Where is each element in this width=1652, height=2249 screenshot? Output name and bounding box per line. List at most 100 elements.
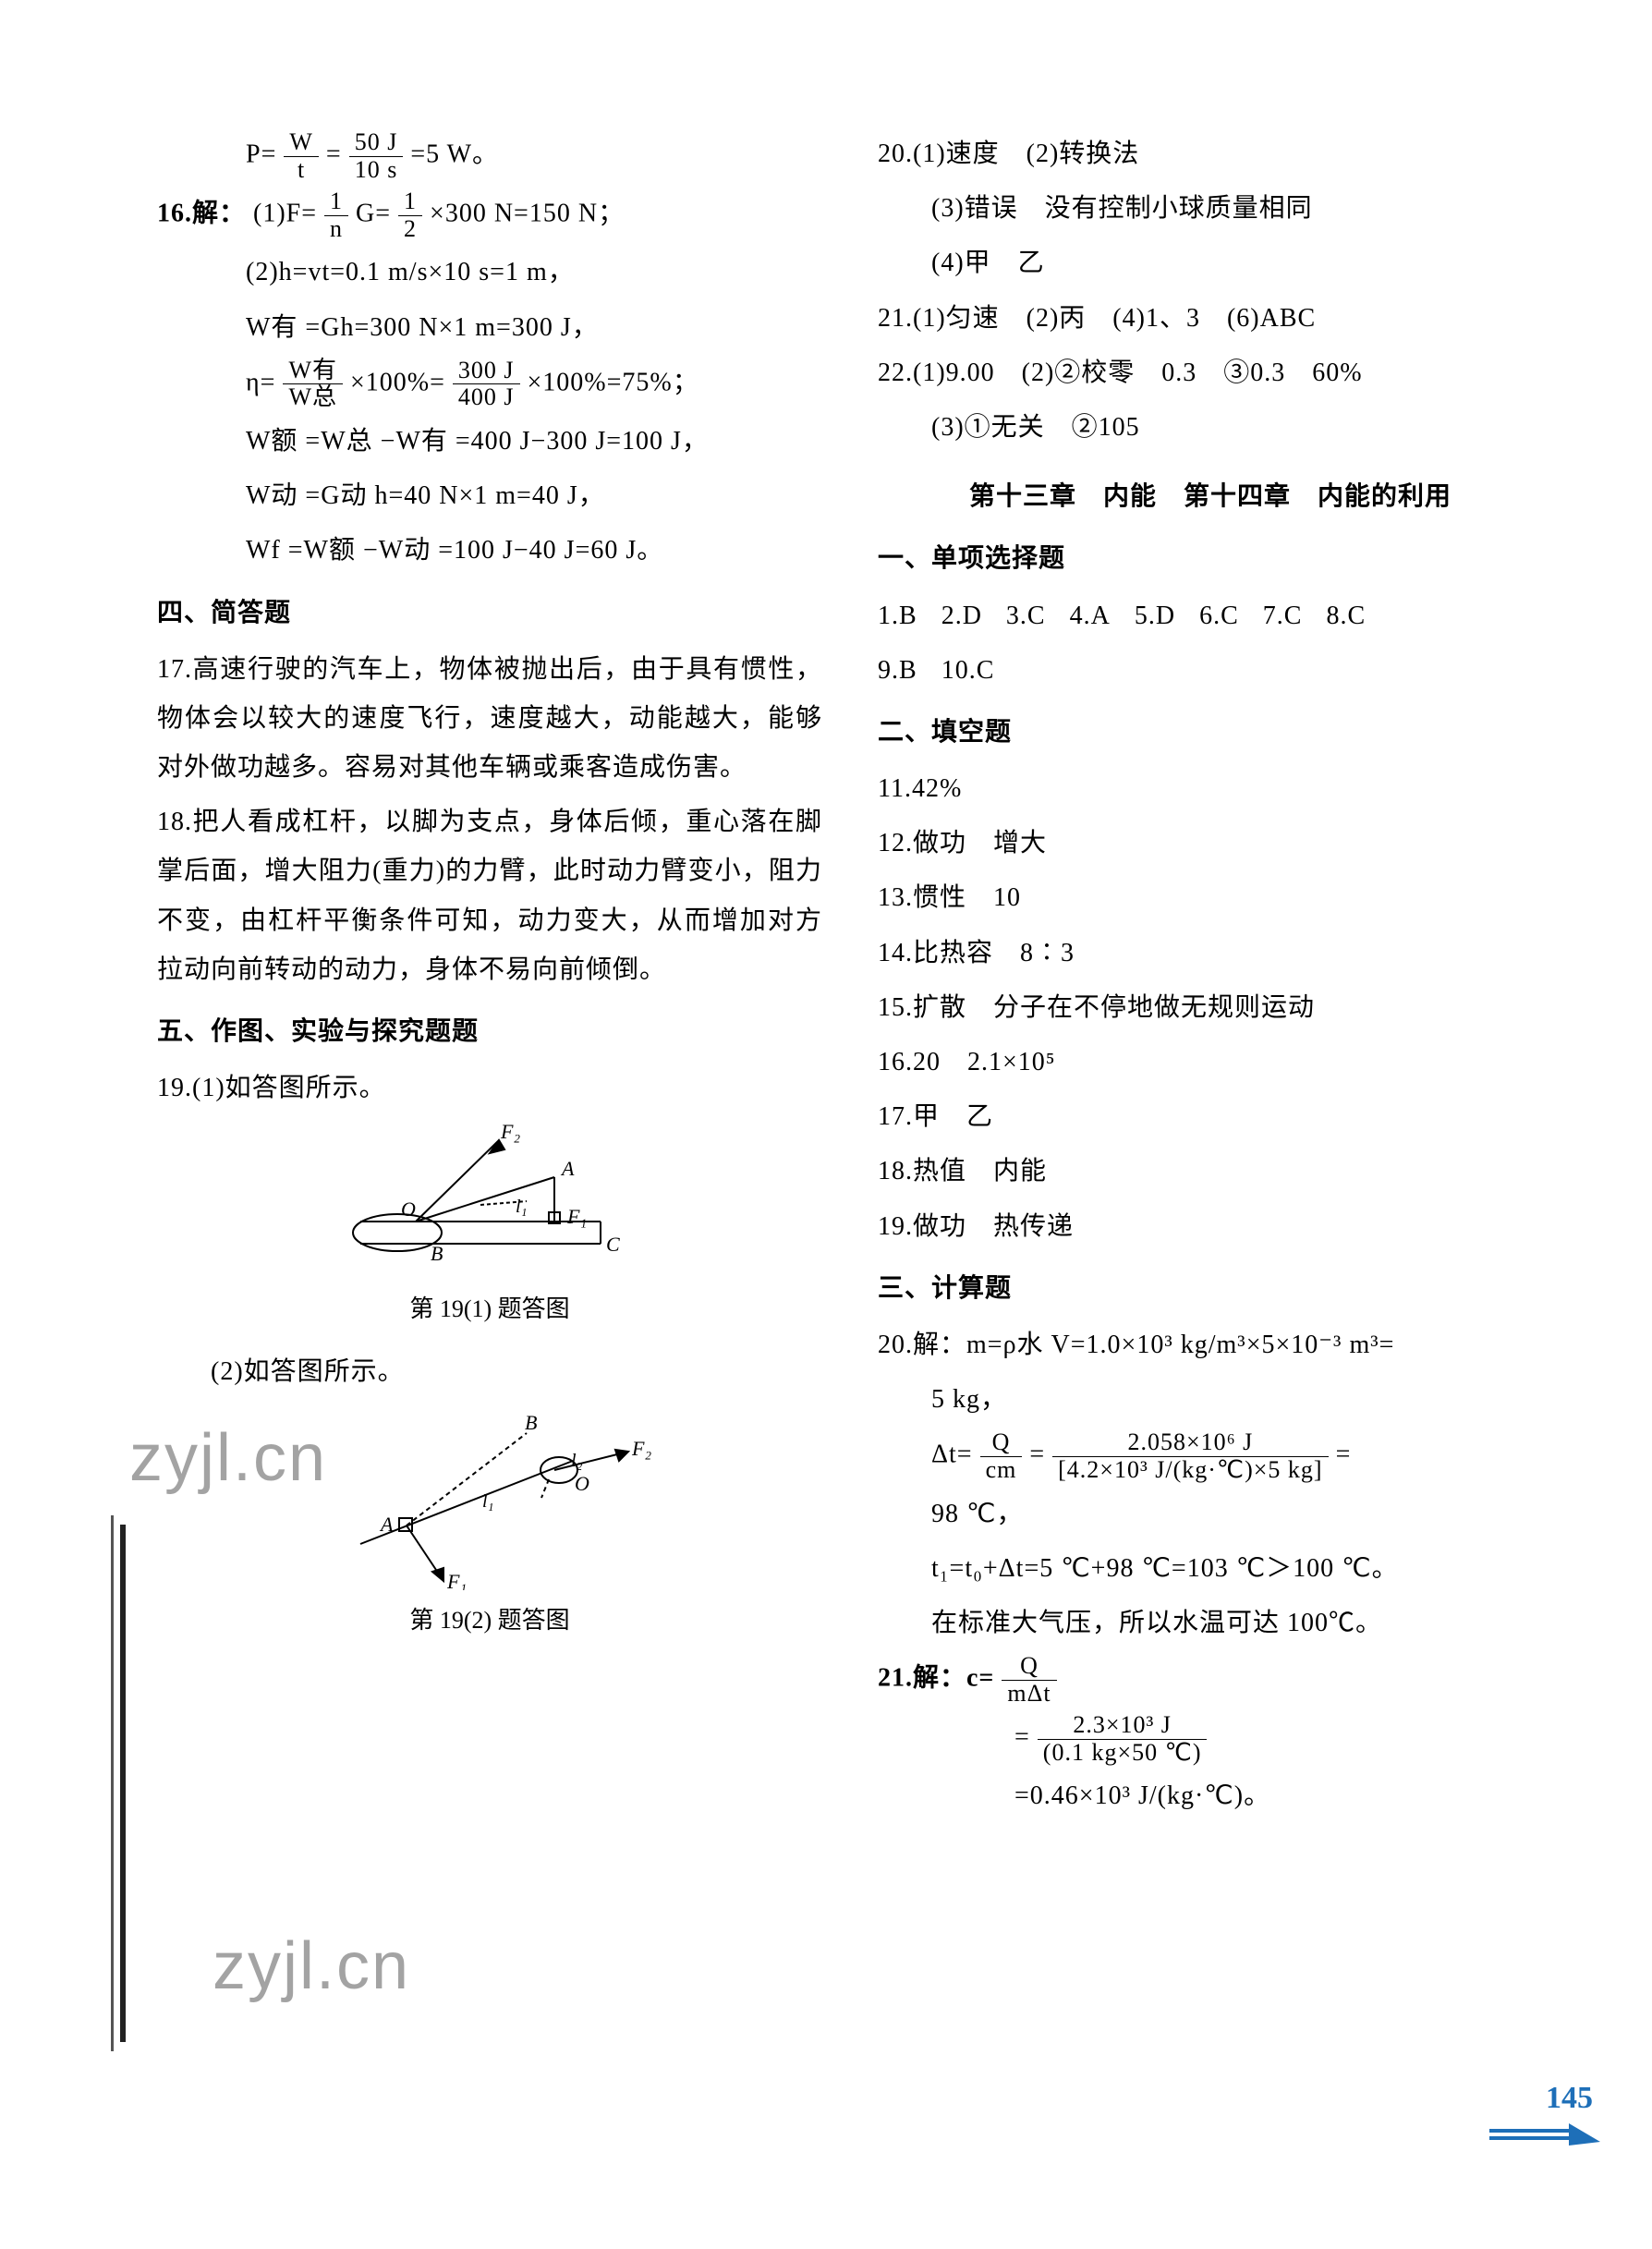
q20r-98: 98 ℃， bbox=[878, 1489, 1543, 1538]
mcq-row-2: 9.B 10.C bbox=[878, 646, 1543, 695]
frac-50-10: 50 J10 s bbox=[349, 129, 404, 183]
label2-A: A bbox=[379, 1513, 394, 1536]
mcq-5: 5.D bbox=[1135, 602, 1175, 630]
f14: 14.比热容 8∶3 bbox=[878, 929, 1543, 978]
r-q20-3: (3)错误 没有控制小球质量相同 bbox=[878, 184, 1543, 233]
diagram-19-2-svg: B F₂ l₂ O A l₁ F₁ bbox=[323, 1405, 656, 1590]
f17: 17.甲 乙 bbox=[878, 1092, 1543, 1141]
f12: 12.做功 增大 bbox=[878, 819, 1543, 868]
frac-w-t: Wt bbox=[284, 129, 319, 183]
q21r-line1: 21.解：c= QmΔt bbox=[878, 1653, 1543, 1707]
f11: 11.42% bbox=[878, 764, 1543, 813]
mcq-4: 4.A bbox=[1070, 602, 1111, 630]
q16-line1: 16.解： (1)F= 1n G= 12 ×300 N=150 N； bbox=[157, 188, 822, 242]
mcq-9: 9.B bbox=[878, 656, 917, 685]
caption-19-1: 第 19(1) 题答图 bbox=[157, 1286, 822, 1331]
label-l1: l₁ bbox=[516, 1197, 528, 1217]
f15: 15.扩散 分子在不停地做无规则运动 bbox=[878, 983, 1543, 1032]
right-column: 20.(1)速度 (2)转换法 (3)错误 没有控制小球质量相同 (4)甲 乙 … bbox=[878, 129, 1543, 1827]
r-q21: 21.(1)匀速 (2)丙 (4)1、3 (6)ABC bbox=[878, 294, 1543, 343]
diagram-19-1-svg: F₂ A O l₁ F₁ B C bbox=[342, 1122, 638, 1279]
mcq-10: 10.C bbox=[941, 656, 995, 685]
label-F2: F₂ bbox=[500, 1122, 520, 1143]
mcq-1: 1.B bbox=[878, 602, 917, 630]
q16-wyou: W有 =Gh=300 N×1 m=300 J， bbox=[157, 303, 822, 352]
q16-1-suf: ×300 N=150 N； bbox=[430, 200, 625, 228]
frac-q-cm: Qcm bbox=[980, 1429, 1023, 1483]
f13: 13.惯性 10 bbox=[878, 873, 1543, 922]
label2-l1: l₁ bbox=[482, 1491, 494, 1512]
q16-label: 16.解： bbox=[157, 200, 246, 228]
q16-eta: η= W有W总 ×100%= 300 J400 J ×100%=75%； bbox=[157, 358, 822, 411]
caption-19-2: 第 19(2) 题答图 bbox=[157, 1598, 822, 1643]
label-A: A bbox=[560, 1157, 575, 1180]
r-q22-1: 22.(1)9.00 (2)②校零 0.3 ③0.3 60% bbox=[878, 348, 1543, 397]
q16-1-pre: (1)F= bbox=[253, 200, 317, 228]
q20r-t1: t₁=t₀+Δt=5 ℃+98 ℃=103 ℃＞100 ℃。 bbox=[878, 1544, 1543, 1593]
eq-power: P= Wt = 50 J10 s =5 W。 bbox=[157, 129, 822, 183]
q19-1-text: 19.(1)如答图所示。 bbox=[157, 1064, 822, 1112]
binding-mark bbox=[120, 1525, 126, 2042]
label2-F2: F₂ bbox=[631, 1437, 651, 1460]
frac-q-mdt: QmΔt bbox=[1002, 1653, 1056, 1707]
q21r-line2: = 2.3×10³ J(0.1 kg×50 ℃) bbox=[878, 1712, 1543, 1766]
r-q20-4: (4)甲 乙 bbox=[878, 238, 1543, 287]
frac-wy-wz: W有W总 bbox=[283, 358, 343, 411]
eq-eq1: = bbox=[326, 140, 342, 169]
f19: 19.做功 热传递 bbox=[878, 1202, 1543, 1251]
label-F1: F₁ bbox=[566, 1205, 587, 1228]
r-q22-3: (3)①无关 ②105 bbox=[878, 403, 1543, 452]
label2-l2: l₂ bbox=[571, 1451, 583, 1471]
r-sec3: 三、计算题 bbox=[878, 1264, 1543, 1313]
mcq-8: 8.C bbox=[1326, 602, 1366, 630]
q16-wdong: W动 =G动 h=40 N×1 m=40 J， bbox=[157, 471, 822, 520]
r-sec1: 一、单项选择题 bbox=[878, 534, 1543, 583]
q16-1-mid: G= bbox=[356, 200, 391, 228]
frac-1-2: 12 bbox=[398, 188, 422, 242]
corner-decoration bbox=[1489, 2123, 1600, 2160]
label-O: O bbox=[401, 1197, 416, 1221]
section-4-title: 四、简答题 bbox=[157, 589, 822, 638]
q21r-res: =0.46×10³ J/(kg·℃)。 bbox=[878, 1771, 1543, 1820]
frac-300-400: 300 J400 J bbox=[453, 358, 520, 411]
q16-wf: Wf =W额 −W动 =100 J−40 J=60 J。 bbox=[157, 526, 822, 575]
eq-p-prefix: P= bbox=[246, 140, 276, 169]
dt-pre: Δt= bbox=[931, 1441, 973, 1469]
q16-we: W额 =W总 −W有 =400 J−300 J=100 J， bbox=[157, 417, 822, 466]
q20r-line1: 20.解：m=ρ水 V=1.0×10³ kg/m³×5×10⁻³ m³= bbox=[878, 1320, 1543, 1369]
binding-mark-2 bbox=[111, 1515, 114, 2051]
q20r-dt: Δt= Qcm = 2.058×10⁶ J[4.2×10³ J/(kg·℃)×5… bbox=[878, 1429, 1543, 1483]
q21r-eq: = bbox=[1014, 1723, 1030, 1752]
eta-mid: ×100%= bbox=[350, 368, 445, 396]
mcq-3: 3.C bbox=[1006, 602, 1046, 630]
mcq-2: 2.D bbox=[941, 602, 982, 630]
mcq-row-1: 1.B 2.D 3.C 4.A 5.D 6.C 7.C 8.C bbox=[878, 591, 1543, 640]
q17-text: 17.高速行驶的汽车上，物体被抛出后，由于具有惯性，物体会以较大的速度飞行，速度… bbox=[157, 645, 822, 793]
eta-suf: ×100%=75%； bbox=[528, 368, 699, 396]
watermark-2: zyjl.cn bbox=[213, 1903, 410, 2030]
q20r-note: 在标准大气压，所以水温可达 100℃。 bbox=[878, 1599, 1543, 1647]
r-sec2: 二、填空题 bbox=[878, 708, 1543, 757]
chapter-heading: 第十三章 内能 第十四章 内能的利用 bbox=[878, 472, 1543, 521]
f16: 16.20 2.1×10⁵ bbox=[878, 1038, 1543, 1087]
label2-O: O bbox=[575, 1472, 589, 1495]
page-content: P= Wt = 50 J10 s =5 W。 16.解： (1)F= 1n G=… bbox=[0, 0, 1652, 1882]
frac-2058: 2.058×10⁶ J[4.2×10³ J/(kg·℃)×5 kg] bbox=[1052, 1429, 1328, 1483]
frac-23-01: 2.3×10³ J(0.1 kg×50 ℃) bbox=[1038, 1712, 1208, 1766]
r-q20-1: 20.(1)速度 (2)转换法 bbox=[878, 129, 1543, 178]
mcq-7: 7.C bbox=[1263, 602, 1303, 630]
f18: 18.热值 内能 bbox=[878, 1147, 1543, 1196]
watermark-1: zyjl.cn bbox=[129, 1395, 327, 1522]
label2-B: B bbox=[525, 1411, 537, 1434]
label-C: C bbox=[606, 1233, 620, 1256]
label-B: B bbox=[431, 1242, 443, 1265]
dt-eq: = bbox=[1029, 1441, 1045, 1469]
q19-2-text: (2)如答图所示。 bbox=[157, 1347, 822, 1396]
frac-1-n: 1n bbox=[324, 188, 348, 242]
mcq-6: 6.C bbox=[1199, 602, 1239, 630]
section-5-title: 五、作图、实验与探究题题 bbox=[157, 1007, 822, 1056]
label2-F1: F₁ bbox=[446, 1570, 467, 1590]
dt-suf: = bbox=[1336, 1441, 1352, 1469]
page-number: 145 bbox=[1546, 2069, 1593, 2129]
eta-pre: η= bbox=[246, 368, 275, 396]
